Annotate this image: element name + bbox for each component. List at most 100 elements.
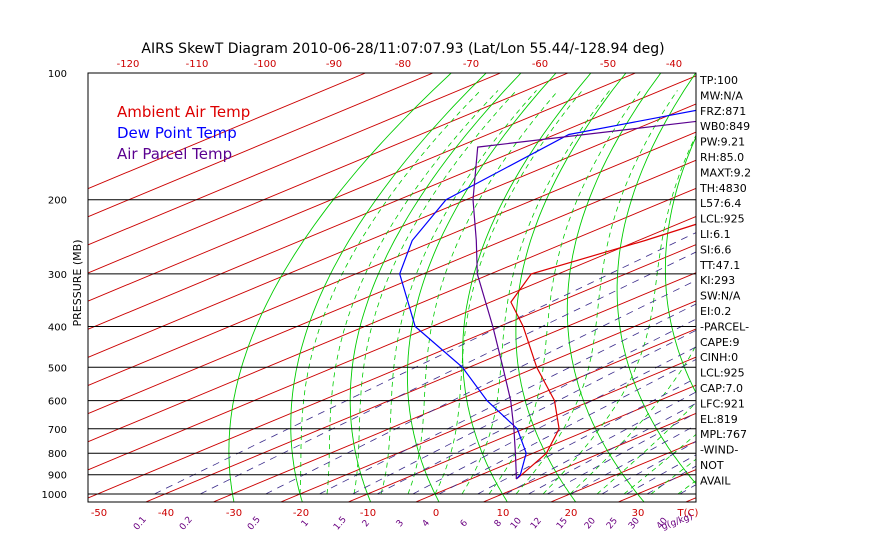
stability-indices: TP:100 MW:N/A FRZ:871 WB0:849 PW:9.21 RH:85.0… (699, 74, 751, 487)
isotherm-line (88, 75, 696, 330)
dry-adiabat-line (349, 73, 522, 502)
top-temp-tick-label: -40 (666, 59, 682, 70)
index-item: FRZ:871 (700, 105, 746, 118)
mixing-ratio-tick-label: 0.2 (178, 515, 195, 532)
index-item: CAP:7.0 (700, 382, 743, 395)
moist-adiabat-line (326, 90, 499, 495)
pressure-tick-label: 200 (48, 196, 67, 207)
mixing-ratio-line (376, 329, 696, 495)
legend-ambient-air-temp: Ambient Air Temp (117, 103, 250, 121)
mixing-ratio-tick-label: 10 (509, 516, 524, 531)
dry-adiabat-line (802, 54, 870, 503)
mixing-ratio-line (154, 232, 696, 495)
index-item: TH:4830 (699, 182, 747, 195)
pressure-tick-label: 900 (48, 471, 67, 482)
dry-adiabat-line (515, 73, 627, 502)
isotherm-line (279, 328, 696, 502)
bottom-temp-tick-label: -40 (158, 508, 174, 519)
index-item: EI:0.2 (700, 305, 731, 318)
mixing-ratio-tick-label: 20 (583, 516, 598, 531)
bottom-temp-tick-label: -20 (293, 508, 309, 519)
pressure-tick-label: 1000 (42, 490, 67, 501)
index-item: -WIND- (700, 444, 738, 457)
mixing-ratio-tick-label: 4 (421, 518, 433, 529)
pressure-tick-label: 800 (48, 449, 67, 460)
index-item: TP:100 (699, 74, 738, 87)
ambient-air-temp-line (510, 223, 696, 480)
bottom-temp-tick-label: 10 (497, 508, 510, 519)
top-temp-tick-label: -80 (395, 59, 411, 70)
isotherm-line (482, 412, 696, 502)
mixing-ratio-tick-label: 2 (361, 518, 372, 529)
bottom-temp-tick-label: -30 (226, 508, 242, 519)
isotherm-line (88, 73, 637, 302)
isotherm-line (751, 54, 870, 503)
index-item: MAXT:9.2 (700, 166, 751, 179)
top-temp-tick-label: -90 (326, 59, 342, 70)
dry-adiabat-line (290, 73, 487, 502)
isotherm-line (819, 54, 870, 503)
top-temp-tick-label: -110 (186, 59, 209, 70)
top-temp-tick-label: -60 (532, 59, 548, 70)
mixing-ratio-tick-label: 1.5 (332, 515, 349, 532)
moist-adiabat-line (623, 433, 696, 495)
dry-adiabat-line (228, 73, 452, 502)
isotherm-line (88, 216, 696, 471)
moist-adiabat-line (461, 90, 611, 495)
index-item: LFC:921 (700, 397, 745, 410)
bottom-temp-tick-label: 30 (632, 508, 645, 519)
dry-adiabat-line (406, 73, 557, 502)
dry-adiabat-line (566, 73, 662, 502)
y-axis-label: PRESSURE (MB) (71, 240, 84, 327)
air-parcel-temp-line (472, 120, 696, 479)
mixing-ratio-tick-label: 3 (395, 518, 406, 529)
dry-adiabat-line (462, 73, 592, 502)
legend-dew-point-temp: Dew Point Temp (117, 124, 237, 142)
isotherm-line (88, 187, 696, 443)
mixing-ratio-line (319, 303, 696, 495)
top-temp-tick-label: -100 (254, 59, 277, 70)
sounding-series (399, 109, 696, 480)
mixing-ratio-tick-label: 12 (529, 516, 544, 531)
bottom-temp-tick-label: 0 (433, 508, 439, 519)
index-item: PW:9.21 (700, 136, 745, 149)
index-item: -PARCEL- (700, 320, 749, 333)
index-item: L57:6.4 (700, 197, 741, 210)
isotherm-line (88, 73, 570, 274)
pressure-tick-label: 600 (48, 397, 67, 408)
index-item: MPL:767 (700, 428, 747, 441)
moist-adiabat-line (299, 90, 481, 494)
isotherm-line (144, 272, 696, 502)
chart-title: AIRS SkewT Diagram 2010-06-28/11:07:07.9… (141, 41, 664, 57)
index-item: RH:85.0 (700, 151, 744, 164)
temp-unit-label: T(C) (677, 508, 699, 519)
dry-adiabat-line (844, 54, 870, 503)
isotherm-line (88, 73, 435, 218)
index-item: NOT (700, 459, 724, 472)
moist-adiabat-line (380, 90, 537, 495)
mixing-ratio-line (200, 251, 696, 495)
mixing-ratio-line (352, 318, 696, 495)
isotherm-line (212, 300, 696, 502)
dew-point-temp-line (399, 109, 696, 480)
isotherm-line (88, 159, 696, 415)
pressure-tick-label: 300 (48, 270, 67, 281)
bottom-temp-tick-label: -50 (91, 508, 107, 519)
pressure-tick-label: 500 (48, 363, 67, 374)
moist-adiabat-line (434, 90, 583, 495)
mixing-ratio-line (626, 454, 696, 495)
isotherm-line (414, 384, 696, 502)
index-item: KI:293 (700, 274, 735, 287)
index-item: TT:47.1 (699, 259, 740, 272)
index-item: LI:6.1 (700, 228, 731, 241)
moist-adiabat-line (732, 90, 870, 494)
isobar-lines (88, 199, 696, 495)
index-item: LCL:925 (700, 367, 745, 380)
moist-adiabat-line (650, 458, 696, 495)
moist-adiabat-line (407, 90, 559, 495)
top-temp-tick-label: -70 (463, 59, 479, 70)
background-grid (88, 54, 870, 503)
isotherm-line (88, 73, 367, 190)
bottom-temp-tick-label: 20 (565, 508, 578, 519)
top-temp-tick-label: -120 (117, 59, 140, 70)
